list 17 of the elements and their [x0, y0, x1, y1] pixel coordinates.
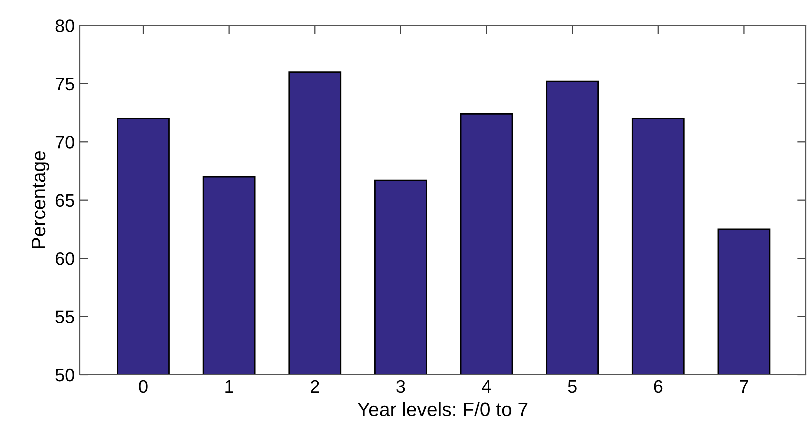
- x-tick-label: 1: [226, 380, 234, 393]
- y-axis-title: Percentage: [32, 151, 50, 248]
- x-tick-label: 3: [396, 380, 406, 394]
- y-tick-label: 80: [56, 20, 74, 32]
- y-tick-label: 50: [56, 368, 74, 382]
- x-tick-label: 7: [740, 380, 748, 393]
- y-tick-label: 55: [56, 310, 74, 324]
- x-axis-title: Year levels: F/0 to 7: [358, 402, 528, 417]
- y-tick-label: 60: [56, 252, 74, 266]
- y-tick-label: 65: [56, 194, 74, 208]
- x-tick-label: 5: [568, 380, 577, 394]
- y-tick-label: 70: [56, 136, 74, 149]
- x-tick-label: 6: [654, 380, 663, 394]
- y-tick-label: 75: [56, 78, 74, 91]
- x-tick-label: 4: [482, 380, 492, 393]
- x-tick-label: 0: [139, 380, 148, 394]
- x-tick-label: 2: [311, 380, 320, 393]
